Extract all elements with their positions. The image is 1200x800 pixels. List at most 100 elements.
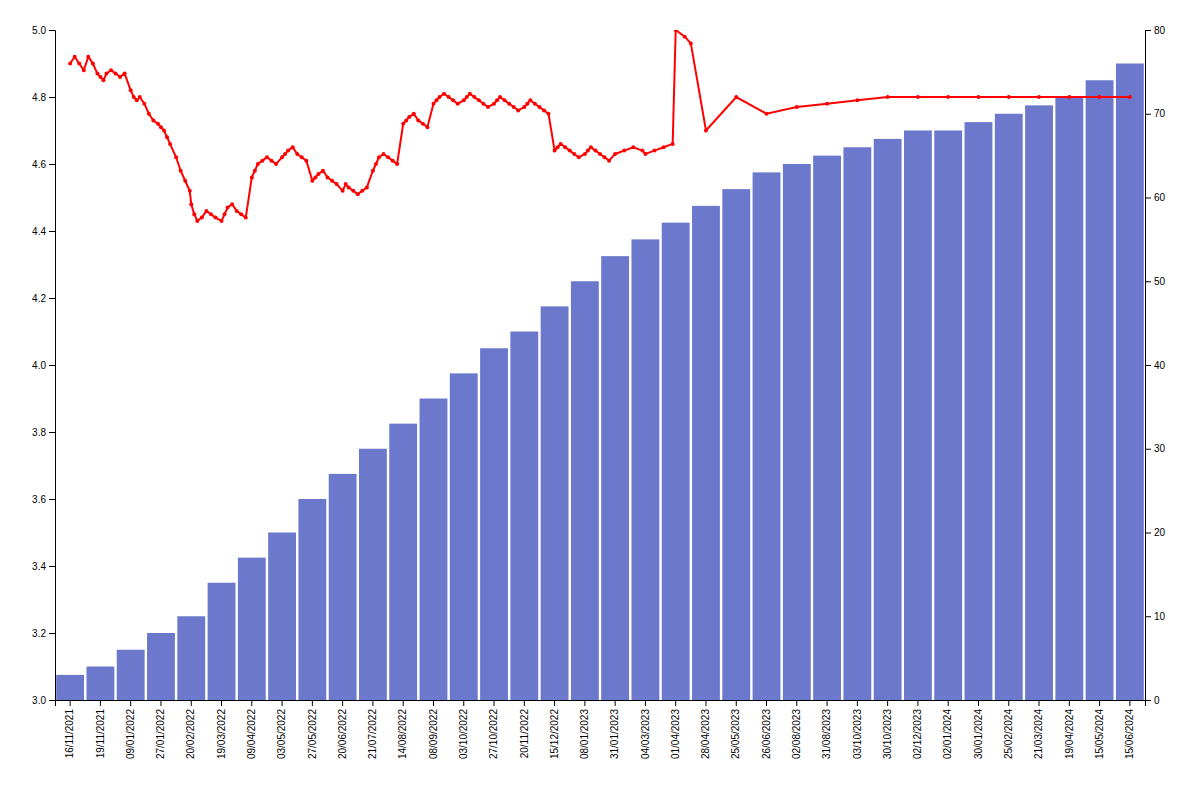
tick-label: 27/10/2022 [488, 709, 499, 759]
tick-mark [282, 700, 283, 706]
tick-mark [948, 700, 949, 706]
marker [704, 129, 708, 133]
marker [109, 68, 113, 72]
tick-label: 3.0 [32, 695, 46, 706]
marker [162, 129, 166, 133]
bar [450, 373, 478, 700]
bar [995, 114, 1023, 700]
marker [189, 202, 193, 206]
marker [522, 105, 526, 109]
marker [525, 102, 529, 106]
marker [159, 125, 163, 129]
marker [507, 102, 511, 106]
marker [269, 159, 273, 163]
tick-mark [857, 700, 858, 706]
tick: 19/11/2021 [95, 700, 106, 758]
bar [510, 332, 538, 701]
tick: 08/01/2023 [579, 700, 590, 759]
marker [91, 62, 95, 66]
tick-label: 31/01/2023 [609, 709, 620, 759]
marker [577, 155, 581, 159]
tick: 30/01/2024 [973, 700, 984, 759]
tick-mark [917, 700, 918, 706]
tick-label: 4.2 [32, 293, 46, 304]
bar-series [56, 64, 1144, 701]
tick-label: 31/08/2023 [821, 709, 832, 759]
tick: 4.4 [32, 226, 55, 237]
marker [1067, 95, 1071, 99]
marker [365, 185, 369, 189]
tick: 27/10/2022 [488, 700, 499, 759]
tick-mark [1145, 616, 1151, 617]
bar [298, 499, 326, 700]
marker [123, 72, 127, 76]
y2-axis: 01020304050607080 [1145, 25, 1166, 706]
tick-label: 19/11/2021 [95, 709, 106, 759]
bar [813, 156, 841, 700]
tick-mark [403, 700, 404, 706]
tick: 02/12/2023 [912, 700, 923, 759]
marker [516, 108, 520, 112]
tick-mark [49, 633, 55, 634]
marker [447, 95, 451, 99]
bar [420, 399, 448, 701]
tick-mark [494, 700, 495, 706]
marker [607, 159, 611, 163]
tick: 02/01/2024 [942, 700, 953, 759]
bar [692, 206, 720, 700]
marker [330, 179, 334, 183]
tick-label: 3.4 [32, 561, 46, 572]
tick-mark [1145, 533, 1151, 534]
marker [77, 62, 81, 66]
marker [220, 219, 224, 223]
tick-mark [130, 700, 131, 706]
tick-label: 09/04/2022 [246, 709, 257, 759]
marker [118, 75, 122, 79]
bar [722, 189, 750, 700]
marker [138, 95, 142, 99]
tick-mark [736, 700, 737, 706]
tick: 26/06/2023 [761, 700, 772, 759]
marker [377, 155, 381, 159]
tick: 03/10/2023 [852, 700, 863, 759]
marker [283, 152, 287, 156]
marker [1128, 95, 1132, 99]
tick-label: 10 [1154, 611, 1166, 622]
tick-mark [49, 365, 55, 366]
plot: 3.03.23.43.63.84.04.24.44.64.85.00102030… [32, 25, 1165, 759]
tick-mark [1099, 700, 1100, 706]
tick-label: 14/08/2022 [397, 709, 408, 759]
tick-label: 21/03/2024 [1033, 709, 1044, 759]
marker [335, 182, 339, 186]
tick: 3.0 [32, 695, 55, 706]
tick: 25/05/2023 [730, 700, 741, 759]
marker [295, 152, 299, 156]
marker [104, 72, 108, 76]
y-axis: 3.03.23.43.63.84.04.24.44.64.85.0 [32, 25, 55, 706]
marker [451, 98, 455, 102]
tick-label: 08/01/2023 [579, 709, 590, 759]
tick-label: 0 [1154, 695, 1160, 706]
line [70, 30, 1130, 221]
bar [571, 281, 599, 700]
marker [481, 102, 485, 106]
tick-mark [615, 700, 616, 706]
bar [541, 306, 569, 700]
tick-mark [887, 700, 888, 706]
tick: 21/07/2022 [367, 700, 378, 759]
marker [151, 118, 155, 122]
marker [250, 175, 254, 179]
marker [356, 192, 360, 196]
tick-label: 3.6 [32, 494, 46, 505]
tick: 09/04/2022 [246, 700, 257, 759]
tick: 02/08/2023 [791, 700, 802, 759]
tick-mark [1129, 700, 1130, 706]
tick-mark [70, 700, 71, 706]
marker [622, 149, 626, 153]
tick-label: 15/05/2024 [1094, 709, 1105, 759]
bar [965, 122, 993, 700]
marker [653, 149, 657, 153]
tick: 28/04/2023 [700, 700, 711, 759]
marker [395, 162, 399, 166]
tick: 27/01/2022 [155, 700, 166, 759]
